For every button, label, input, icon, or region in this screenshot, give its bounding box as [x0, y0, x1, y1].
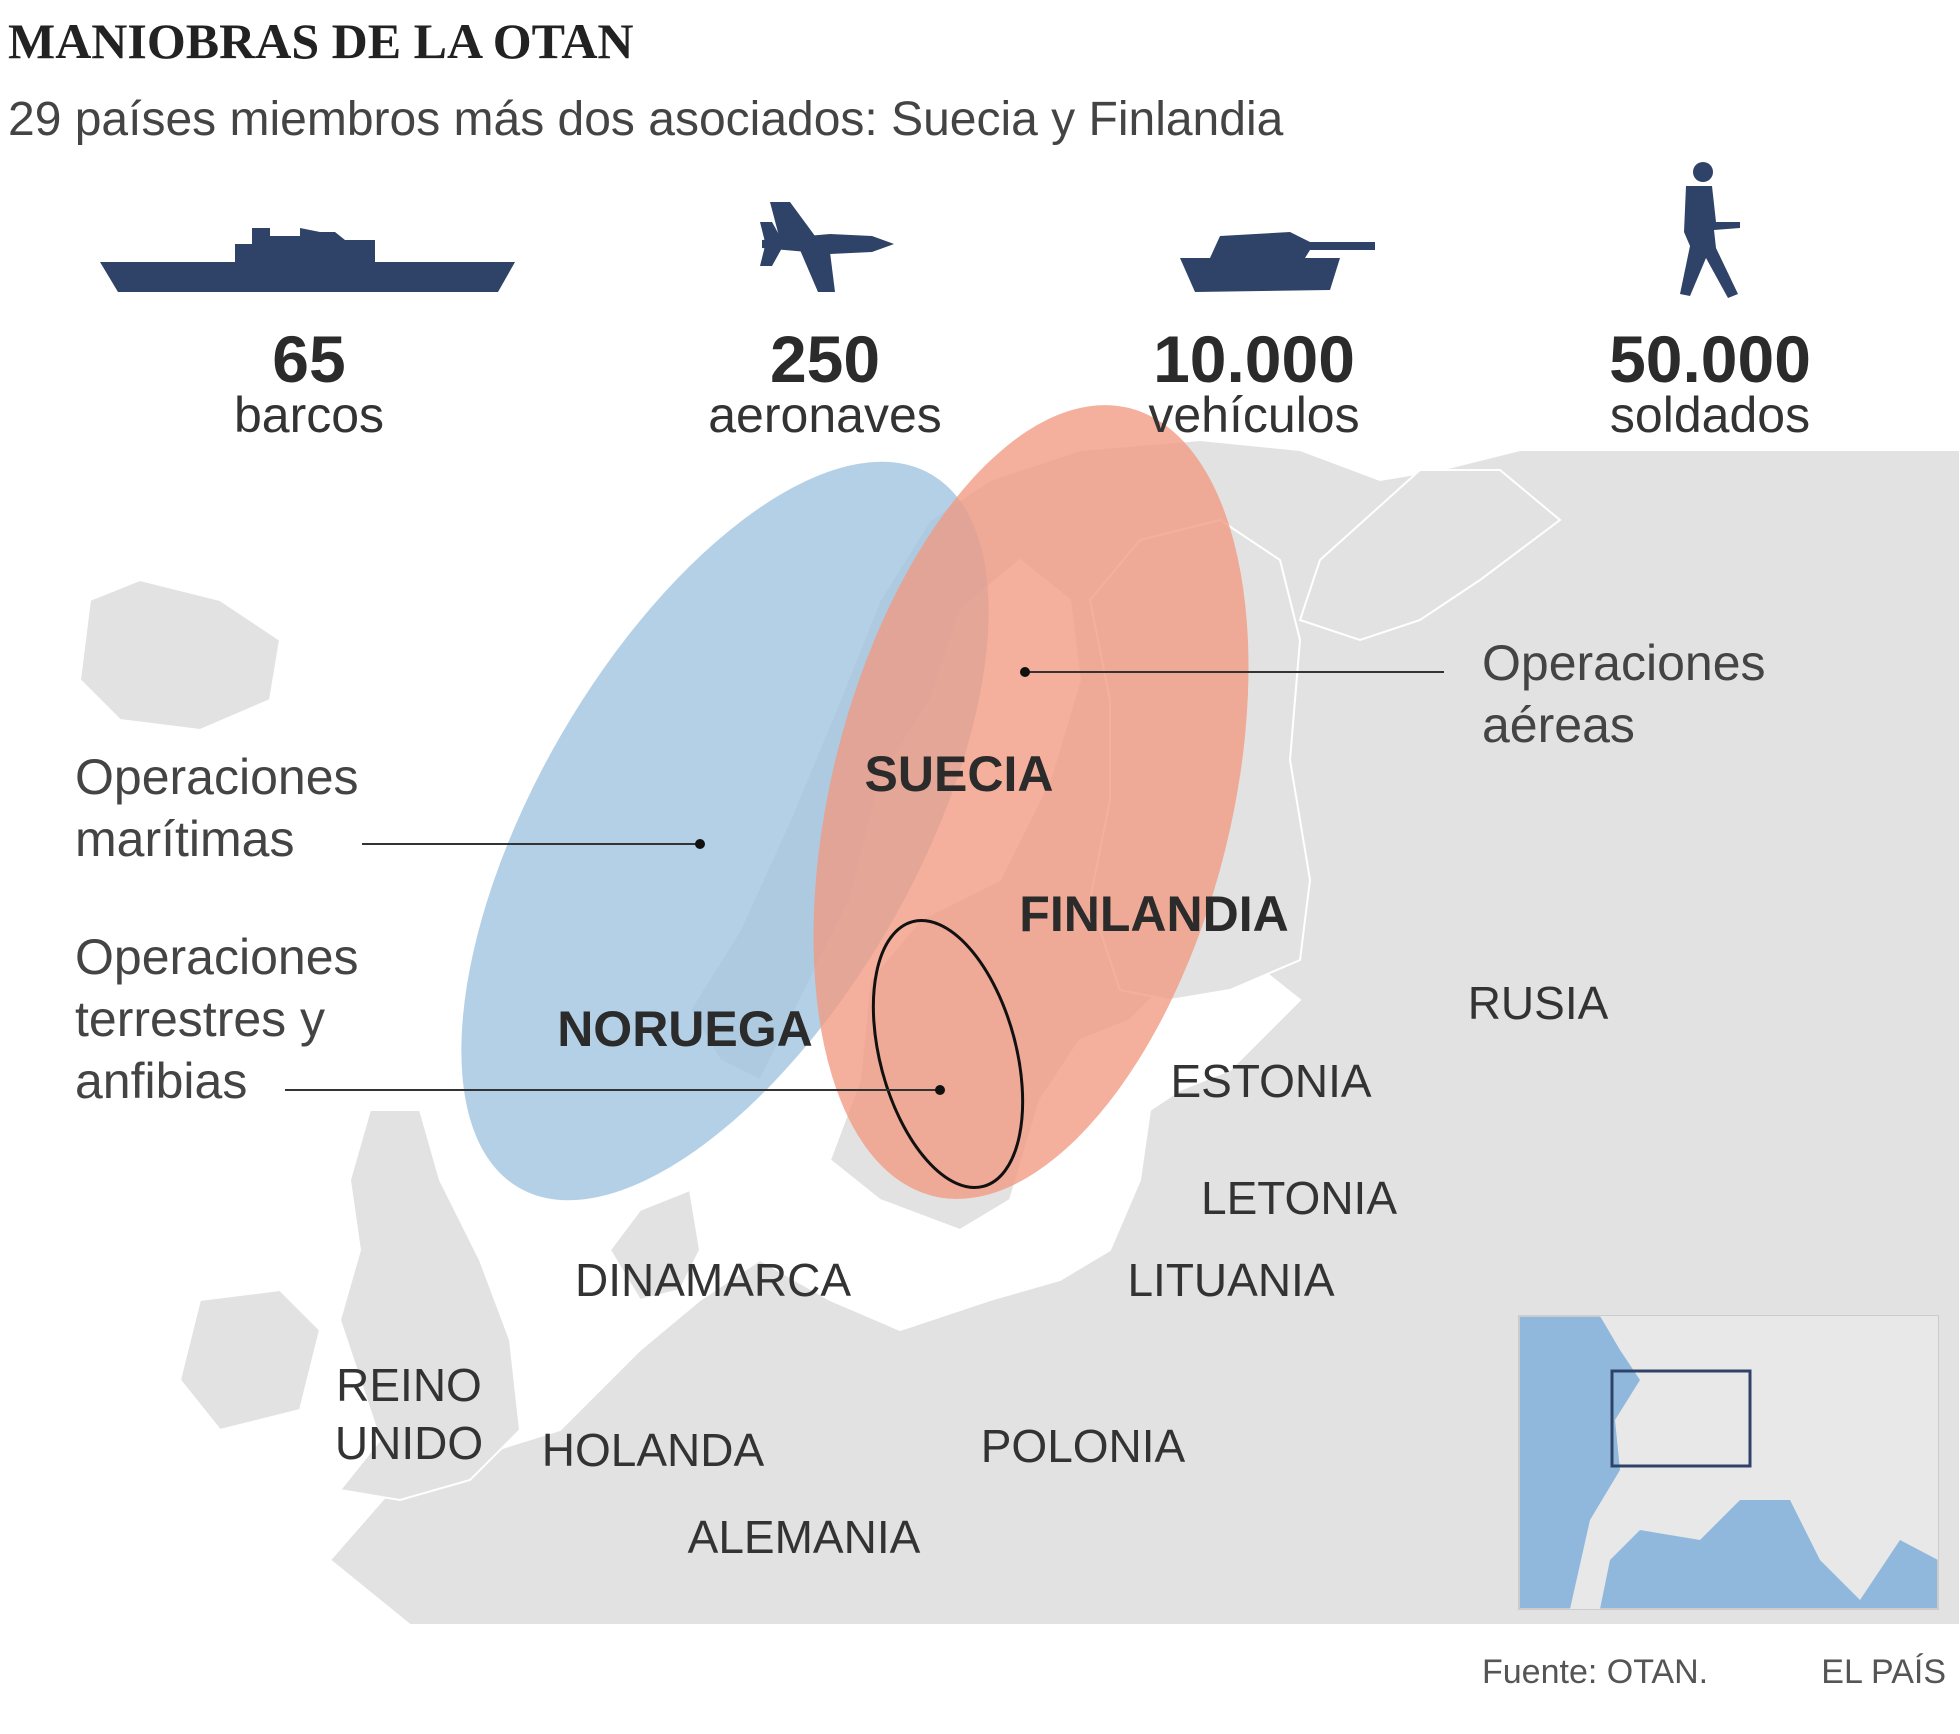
- stat-label: vehículos: [1148, 387, 1359, 443]
- brand: EL PAÍS: [1821, 1653, 1946, 1691]
- tank-icon: [1180, 232, 1375, 292]
- country-label: SUECIA: [865, 746, 1054, 802]
- country-label: POLONIA: [981, 1420, 1186, 1472]
- uk: [338, 1109, 522, 1502]
- country-label: ESTONIA: [1170, 1055, 1371, 1107]
- country-label: NORUEGA: [557, 1001, 813, 1057]
- operation-label: Operaciones: [75, 749, 359, 805]
- stat-value: 250: [770, 322, 880, 396]
- stat-value: 50.000: [1609, 322, 1811, 396]
- operation-label: terrestres y: [75, 991, 325, 1047]
- stat-label: soldados: [1610, 387, 1810, 443]
- country-label: RUSIA: [1468, 977, 1609, 1029]
- country-label: DINAMARCA: [575, 1254, 851, 1306]
- ship-icon: [100, 228, 515, 292]
- callout-dots: [695, 667, 1030, 1095]
- denmark: [608, 1188, 702, 1302]
- callouts: [285, 671, 1444, 1091]
- country-label: UNIDO: [335, 1417, 483, 1469]
- iceland: [78, 578, 282, 732]
- operation-label: Operaciones: [1482, 635, 1766, 691]
- jet-icon: [760, 202, 894, 292]
- maritime-area: [461, 461, 989, 1201]
- country-label: LITUANIA: [1127, 1254, 1334, 1306]
- operation-label: anfibias: [75, 1053, 247, 1109]
- source: Fuente: OTAN.: [1482, 1653, 1708, 1691]
- country-label: FINLANDIA: [1019, 886, 1288, 942]
- stat-value: 65: [272, 322, 345, 396]
- soldier-icon: [1680, 162, 1740, 298]
- title: MANIOBRAS DE LA OTAN: [8, 13, 634, 69]
- land-area: [871, 919, 1025, 1189]
- country-label: REINO: [336, 1359, 482, 1411]
- ireland: [178, 1288, 322, 1432]
- country-label: ALEMANIA: [688, 1511, 921, 1563]
- operation-label: Operaciones: [75, 929, 359, 985]
- kola: [1298, 469, 1562, 642]
- air-area: [813, 405, 1249, 1199]
- operation-label: marítimas: [75, 811, 294, 867]
- country-label: LETONIA: [1201, 1172, 1397, 1224]
- stat-label: aeronaves: [708, 387, 942, 443]
- inset-map: [1518, 1315, 1939, 1610]
- country-label: HOLANDA: [542, 1424, 765, 1476]
- subtitle: 29 países miembros más dos asociados: Su…: [8, 93, 1284, 146]
- operation-label: aéreas: [1482, 697, 1635, 753]
- stat-value: 10.000: [1153, 322, 1355, 396]
- stat-label: barcos: [234, 387, 384, 443]
